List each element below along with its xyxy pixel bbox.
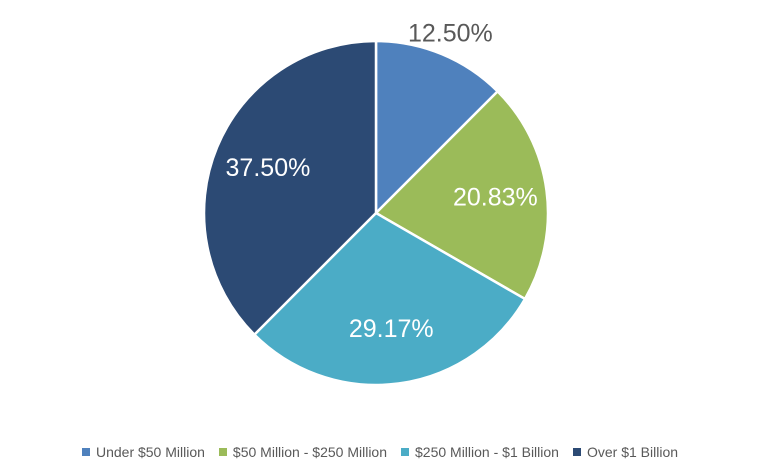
legend-swatch-icon xyxy=(81,448,90,456)
chart-legend: Under $50 Million $50 Million - $250 Mil… xyxy=(0,440,760,464)
legend-item: $50 Million - $250 Million xyxy=(218,444,387,460)
legend-swatch-icon xyxy=(218,448,227,456)
pie-slice xyxy=(374,90,550,301)
legend-label: Under $50 Million xyxy=(95,444,205,460)
legend-item: Over $1 Billion xyxy=(572,444,679,460)
pie-slice xyxy=(374,39,499,215)
legend-label: $250 Million - $1 Billion xyxy=(415,444,559,460)
pie-slice xyxy=(253,211,527,387)
legend-swatch-icon xyxy=(401,448,409,456)
legend-item: Under $50 Million xyxy=(81,444,205,460)
pie-slice xyxy=(202,39,378,336)
legend-item: $250 Million - $1 Billion xyxy=(401,444,559,460)
pie-data-label: 20.83% xyxy=(453,183,538,211)
pie-slices xyxy=(202,39,550,387)
pie-data-label: 37.50% xyxy=(226,154,311,182)
pie-data-label: 29.17% xyxy=(349,315,434,343)
pie-data-label: 12.50% xyxy=(408,19,493,47)
pie-data-labels: 12.50% 20.83% 29.17% 37.50% xyxy=(226,19,538,343)
legend-label: Over $1 Billion xyxy=(586,444,679,460)
legend-swatch-icon xyxy=(572,448,581,456)
legend-label: $50 Million - $250 Million xyxy=(232,444,387,460)
